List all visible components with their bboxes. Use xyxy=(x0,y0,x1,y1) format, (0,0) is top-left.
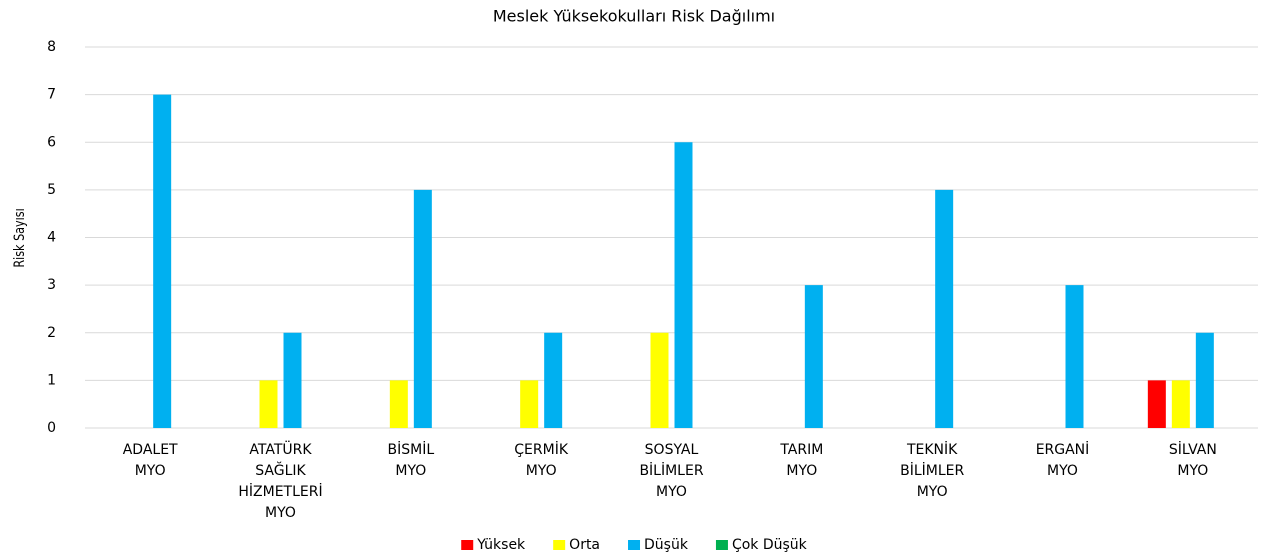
legend-swatch xyxy=(553,540,566,550)
x-tick-label: ADALET MYO xyxy=(123,442,178,479)
x-tick-label: ERGANİ MYO xyxy=(1036,440,1090,479)
bar xyxy=(1147,380,1166,428)
bar xyxy=(1195,332,1214,428)
bar xyxy=(413,189,432,428)
y-tick-label: 0 xyxy=(47,420,56,436)
legend: Yüksek Orta Düşük Çok Düşük xyxy=(461,537,808,553)
y-tick-label: 7 xyxy=(47,87,56,103)
y-tick-label: 8 xyxy=(47,39,56,55)
x-tick-label: SİLVAN MYO xyxy=(1169,440,1217,479)
bar xyxy=(1171,380,1190,428)
legend-swatch xyxy=(628,540,641,550)
bar xyxy=(935,189,954,428)
x-tick-label: SOSYAL BİLİMLER MYO xyxy=(639,442,703,500)
bar xyxy=(544,332,563,428)
legend-swatch xyxy=(715,540,728,550)
bar xyxy=(650,332,669,428)
legend-label: Yüksek xyxy=(476,537,526,553)
bar xyxy=(389,380,408,428)
x-tick-label: ÇERMİK MYO xyxy=(514,440,569,479)
x-tick-label: TEKNİK BİLİMLER MYO xyxy=(900,440,964,500)
x-tick-label: ATATÜRK SAĞLIK HİZMETLERİ MYO xyxy=(238,440,322,521)
y-tick-label: 2 xyxy=(47,325,56,341)
bar xyxy=(804,285,823,428)
bar xyxy=(259,380,278,428)
bar xyxy=(283,332,302,428)
y-tick-label: 6 xyxy=(47,134,56,150)
legend-swatch xyxy=(461,540,474,550)
bar xyxy=(153,94,172,428)
bar xyxy=(1065,285,1084,428)
y-tick-label: 1 xyxy=(47,372,56,388)
bar xyxy=(520,380,539,428)
y-tick-label: 4 xyxy=(47,230,56,246)
chart-title: Meslek Yüksekokulları Risk Dağılımı xyxy=(493,7,775,26)
bar xyxy=(674,142,693,428)
y-tick-label: 3 xyxy=(47,277,56,293)
x-tick-label: TARIM MYO xyxy=(779,442,823,479)
legend-label: Düşük xyxy=(644,537,689,553)
legend-label: Orta xyxy=(569,537,600,553)
y-tick-label: 5 xyxy=(47,182,56,198)
legend-label: Çok Düşük xyxy=(732,537,808,553)
y-axis-title: Risk Sayısı xyxy=(11,208,28,267)
x-tick-label: BİSMİL MYO xyxy=(388,440,435,479)
